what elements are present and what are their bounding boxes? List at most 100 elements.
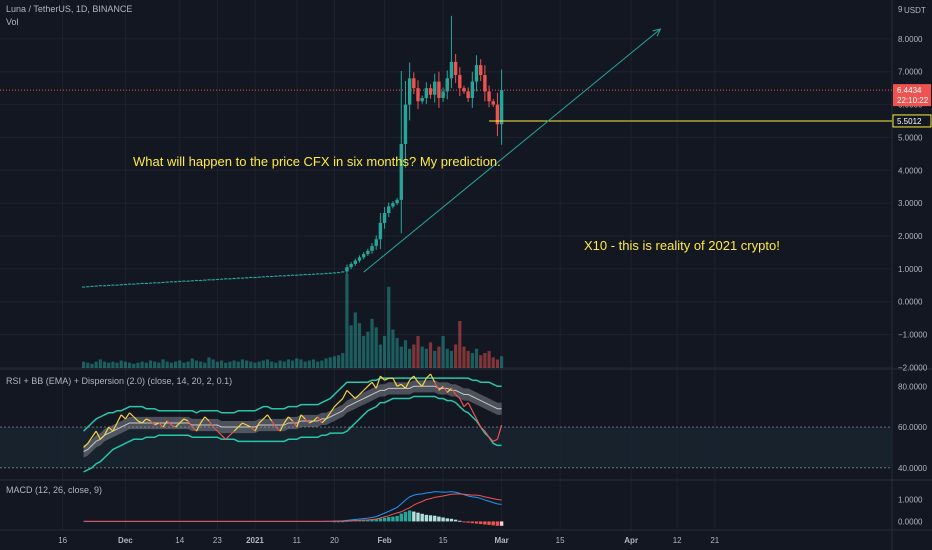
candle[interactable] — [111, 284, 115, 286]
candle[interactable] — [261, 276, 266, 278]
candle[interactable] — [115, 284, 119, 286]
candle[interactable] — [341, 271, 345, 273]
candle[interactable] — [416, 80, 420, 110]
candle[interactable] — [349, 261, 353, 270]
candle[interactable] — [211, 279, 215, 281]
candle[interactable] — [228, 278, 232, 280]
candle[interactable] — [345, 264, 349, 275]
macd-pane[interactable] — [83, 491, 504, 526]
candle[interactable] — [240, 277, 245, 279]
candle[interactable] — [161, 281, 165, 283]
candle[interactable] — [169, 281, 174, 283]
candle[interactable] — [148, 282, 153, 284]
candle[interactable] — [299, 274, 303, 276]
candle[interactable] — [98, 285, 103, 287]
candle[interactable] — [295, 274, 299, 276]
candle[interactable] — [474, 55, 479, 92]
candle[interactable] — [127, 283, 132, 285]
candle[interactable] — [428, 84, 433, 99]
candle[interactable] — [382, 207, 387, 229]
annotation-text-2[interactable]: X10 - this is reality of 2021 crypto! — [584, 238, 780, 253]
candle[interactable] — [165, 281, 169, 283]
candle[interactable] — [215, 278, 220, 281]
candle[interactable] — [370, 242, 374, 254]
candle[interactable] — [253, 276, 257, 279]
candle[interactable] — [86, 286, 90, 288]
candle[interactable] — [378, 213, 383, 250]
candle[interactable] — [182, 280, 186, 282]
candle[interactable] — [286, 274, 291, 277]
candle[interactable] — [395, 197, 399, 206]
candle[interactable] — [94, 285, 98, 287]
annotation-text-1[interactable]: What will happen to the price CFX in six… — [133, 154, 501, 169]
candle[interactable] — [303, 273, 307, 276]
candle[interactable] — [307, 273, 312, 276]
candle[interactable] — [412, 72, 416, 95]
price-pane[interactable] — [81, 15, 504, 368]
candle[interactable] — [278, 275, 282, 277]
candle[interactable] — [249, 276, 253, 279]
candle[interactable] — [479, 59, 483, 81]
candle[interactable] — [290, 274, 295, 276]
candle[interactable] — [445, 70, 449, 100]
candle[interactable] — [140, 282, 144, 284]
candle[interactable] — [270, 275, 274, 278]
candle[interactable] — [236, 277, 240, 279]
candle[interactable] — [366, 248, 370, 257]
candle[interactable] — [190, 280, 194, 282]
candle[interactable] — [399, 71, 403, 234]
candle[interactable] — [453, 53, 458, 83]
candle[interactable] — [152, 282, 157, 284]
candle[interactable] — [186, 280, 190, 282]
candle[interactable] — [106, 284, 111, 286]
candle[interactable] — [391, 201, 395, 209]
candle[interactable] — [424, 82, 429, 104]
candle[interactable] — [219, 278, 224, 280]
candle[interactable] — [198, 279, 203, 282]
candle[interactable] — [420, 95, 424, 104]
candle[interactable] — [315, 273, 320, 275]
candle[interactable] — [102, 285, 107, 287]
candle[interactable] — [224, 278, 228, 280]
candle[interactable] — [387, 202, 391, 217]
candle[interactable] — [357, 255, 362, 263]
candle[interactable] — [90, 285, 94, 287]
candle[interactable] — [232, 277, 236, 280]
candle[interactable] — [157, 282, 161, 284]
candle[interactable] — [203, 279, 207, 281]
candle[interactable] — [483, 65, 487, 102]
candle[interactable] — [136, 283, 140, 285]
candle[interactable] — [274, 275, 278, 277]
candle[interactable] — [324, 272, 328, 275]
candle[interactable] — [282, 275, 286, 277]
rsi-pane[interactable] — [0, 373, 892, 473]
candle[interactable] — [144, 282, 148, 284]
candle[interactable] — [458, 67, 462, 97]
candle[interactable] — [407, 62, 412, 121]
candle[interactable] — [194, 279, 199, 282]
candle[interactable] — [328, 272, 332, 274]
candle[interactable] — [320, 273, 324, 275]
candle[interactable] — [119, 284, 123, 286]
candle[interactable] — [265, 275, 270, 278]
candle[interactable] — [173, 281, 178, 283]
candle[interactable] — [462, 85, 466, 94]
candle[interactable] — [499, 69, 504, 145]
candle[interactable] — [178, 280, 182, 283]
candle[interactable] — [207, 279, 211, 281]
candle[interactable] — [361, 252, 366, 260]
candle[interactable] — [123, 283, 128, 285]
candle[interactable] — [449, 15, 454, 89]
candle[interactable] — [374, 235, 378, 250]
candle[interactable] — [353, 258, 357, 266]
candle[interactable] — [311, 273, 316, 275]
candle[interactable] — [257, 276, 261, 278]
candle[interactable] — [81, 286, 86, 288]
candle[interactable] — [336, 271, 341, 274]
candle[interactable] — [244, 277, 249, 279]
candle[interactable] — [332, 272, 337, 274]
candle[interactable] — [470, 71, 475, 108]
candle[interactable] — [433, 73, 437, 103]
candle[interactable] — [495, 92, 500, 137]
